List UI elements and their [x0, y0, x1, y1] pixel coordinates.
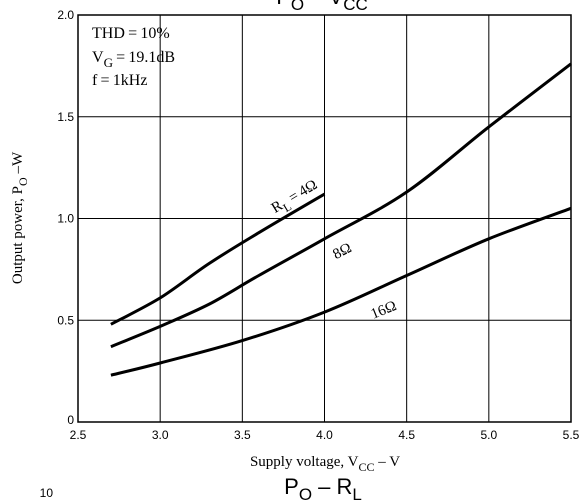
tick-labels: 2.5 3.0 3.5 4.0 4.5 5.0 5.5 0 0.5 1.0 1.5 2.0: [57, 8, 579, 442]
x-axis-label-main: Supply voltage, V: [250, 454, 359, 470]
x-axis-label-rest: – V: [374, 454, 400, 470]
chart-title-sub2: CC: [343, 0, 368, 14]
series-label-main-1: 8Ω: [330, 240, 354, 263]
condition-thd: THD = 10%: [92, 25, 170, 42]
x-tick-label-5: 5.0: [480, 428, 497, 442]
series-label-main-2: 16Ω: [369, 298, 399, 323]
series-label-2: 16Ω: [369, 298, 399, 323]
y-axis-label: Output power, PO –W: [10, 151, 30, 284]
y-axis-label-rest: –W: [10, 151, 26, 177]
next-chart-title-sub: O: [299, 485, 312, 504]
y-tick-label-0: 0: [67, 413, 74, 427]
x-tick-label-6: 5.5: [563, 428, 580, 442]
y-tick-label-2: 1.0: [57, 212, 74, 226]
chart-title-main: P: [276, 0, 291, 9]
plot-frame: [77, 14, 572, 423]
series-label-1: 8Ω: [330, 240, 354, 263]
next-chart-title: PO – RL: [284, 474, 362, 504]
x-tick-label-3: 4.0: [316, 428, 333, 442]
y-tick-label-4: 2.0: [57, 8, 74, 22]
x-axis-label: Supply voltage, VCC – V: [250, 454, 400, 474]
condition-vg: VG = 19.1dB: [92, 49, 175, 70]
chart-title-sub: O: [291, 0, 304, 14]
x-tick-label-0: 2.5: [70, 428, 87, 442]
y-tick-label-3: 1.5: [57, 110, 74, 124]
next-chart-top-tick: 10: [40, 486, 54, 500]
next-chart-title-sub2: L: [352, 485, 361, 504]
series-curves: [110, 62, 572, 377]
condition-freq: f = 1kHz: [92, 72, 147, 89]
next-chart-title-rest: – R: [312, 474, 352, 499]
x-tick-label-2: 3.5: [234, 428, 251, 442]
condition-vg-main: V: [92, 49, 104, 66]
series-line-0: [110, 192, 326, 326]
conditions-box: THD = 10% VG = 19.1dB f = 1kHz: [92, 25, 175, 89]
x-tick-label-1: 3.0: [152, 428, 169, 442]
chart-title-rest: – V: [304, 0, 343, 9]
chart-title: PO – VCC: [276, 0, 368, 14]
y-axis-label-sub: O: [16, 177, 30, 186]
series-line-2: [110, 206, 572, 377]
x-axis-label-sub: CC: [358, 460, 374, 474]
next-chart-title-main: P: [284, 474, 299, 499]
grid-lines: [77, 14, 572, 423]
series-label-rest-0: = 4Ω: [284, 177, 321, 208]
y-axis-label-main: Output power, P: [10, 186, 26, 284]
condition-vg-rest: = 19.1dB: [113, 49, 175, 66]
condition-vg-sub: G: [104, 55, 113, 70]
series-line-1: [110, 62, 572, 349]
y-tick-label-1: 0.5: [57, 313, 74, 327]
x-tick-label-4: 4.5: [398, 428, 415, 442]
